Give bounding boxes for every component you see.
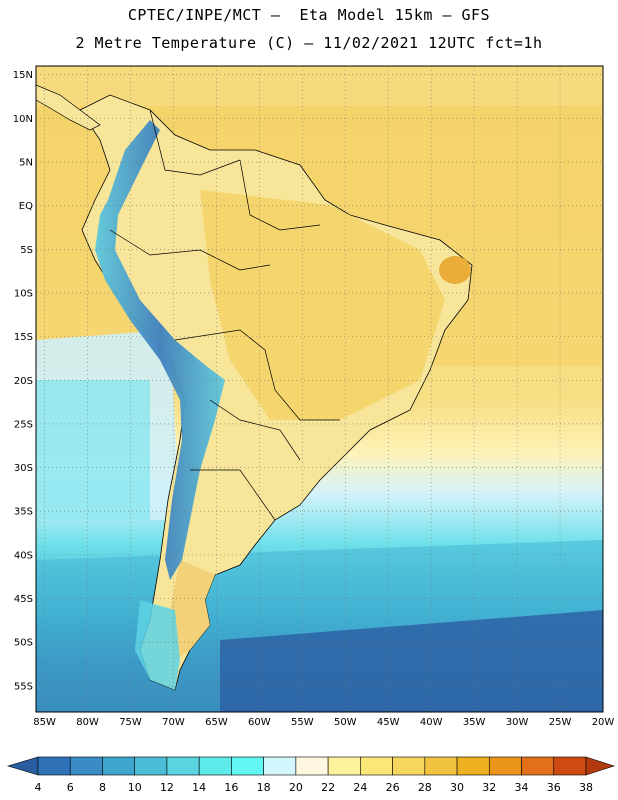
colorbar-swatch	[553, 756, 587, 776]
map-border	[35, 65, 604, 713]
lon-tick-label: 80W	[76, 717, 99, 728]
northeast-brazil-hot	[439, 256, 471, 284]
colorbar-swatch	[424, 756, 458, 776]
colorbar-label: 30	[450, 781, 464, 794]
lat-tick-label: 5N	[19, 158, 33, 169]
colorbar-label: 32	[482, 781, 496, 794]
colorbar-swatch	[134, 756, 168, 776]
country-borders	[109, 109, 340, 521]
lon-tick-label: 35W	[463, 717, 486, 728]
colorbar-swatch	[263, 756, 297, 776]
andes-cold-spine	[95, 120, 225, 580]
map-gridlines	[36, 66, 604, 712]
lon-tick-label: 50W	[334, 717, 357, 728]
colorbar-low-arrow	[6, 756, 39, 776]
lat-tick-label: 10N	[13, 114, 33, 125]
colorbar-label: 20	[289, 781, 303, 794]
colorbar-label: 14	[192, 781, 206, 794]
colorbar-label: 38	[579, 781, 593, 794]
colorbar-label: 26	[386, 781, 400, 794]
colorbar-swatch	[166, 756, 200, 776]
map-frame	[36, 66, 603, 712]
colorbar-label: 36	[547, 781, 561, 794]
lat-tick-label: 50S	[14, 638, 33, 649]
lon-tick-label: 70W	[162, 717, 185, 728]
lat-tick-label: 15S	[14, 332, 33, 343]
colorbar-swatch	[456, 756, 490, 776]
colorbar-label: 8	[99, 781, 106, 794]
colorbar-swatch	[360, 756, 393, 776]
central-america-land	[36, 84, 101, 131]
colorbar	[6, 756, 615, 776]
brazil-interior-warm	[200, 190, 445, 420]
lat-tick-label: 10S	[14, 288, 33, 299]
lat-tick-label: 55S	[14, 681, 33, 692]
colorbar-swatch	[102, 756, 136, 776]
colorbar-label: 18	[257, 781, 271, 794]
lon-tick-label: 75W	[119, 717, 142, 728]
longitude-labels: 85W 80W 75W 70W 65W 60W 55W 50W 45W 40W 35W 30W 25W 2…	[33, 717, 614, 728]
lon-tick-label: 65W	[205, 717, 228, 728]
colorbar-label: 16	[224, 781, 238, 794]
colorbar-label: 34	[515, 781, 529, 794]
lon-tick-label: 25W	[549, 717, 572, 728]
colorbar-label: 24	[353, 781, 367, 794]
lat-tick-label: 40S	[14, 550, 33, 561]
lon-tick-label: 45W	[377, 717, 400, 728]
colorbar-labels: 4 6 8 10 12 14 16 18 20 22 24 26 28 30 32 34 36 38	[35, 781, 594, 794]
latitude-labels: 15N 10N 5N EQ 5S 10S 15S 20S 25S 30S 35S 40S 45S 50S 5…	[13, 70, 33, 692]
colorbar-swatch	[198, 756, 232, 776]
tierra-del-fuego-cold	[135, 600, 180, 690]
colorbar-swatch	[69, 756, 103, 776]
colorbar-label: 12	[160, 781, 174, 794]
southern-ocean-coldest	[220, 610, 603, 712]
lat-tick-label: 30S	[14, 463, 33, 474]
lat-tick-label: 20S	[14, 376, 33, 387]
pacific-cold-band	[36, 380, 150, 520]
colorbar-swatch	[392, 756, 426, 776]
lon-tick-label: 30W	[506, 717, 529, 728]
colorbar-swatch	[327, 756, 361, 776]
colorbar-swatch	[231, 756, 264, 776]
colorbar-label: 6	[67, 781, 74, 794]
chart-title-line2: 2 Metre Temperature (C) – 11/02/2021 12U…	[75, 34, 543, 52]
colorbar-label: 10	[128, 781, 142, 794]
lat-tick-label: EQ	[19, 201, 33, 212]
lon-tick-label: 40W	[420, 717, 443, 728]
colorbar-label: 4	[35, 781, 42, 794]
lat-tick-label: 5S	[20, 245, 33, 256]
lat-tick-label: 25S	[14, 419, 33, 430]
lon-tick-label: 55W	[291, 717, 314, 728]
lon-tick-label: 60W	[248, 717, 271, 728]
lat-tick-label: 35S	[14, 507, 33, 518]
colorbar-swatch	[521, 756, 555, 776]
lon-tick-label: 85W	[33, 717, 56, 728]
colorbar-swatch	[295, 756, 329, 776]
colorbar-label: 22	[321, 781, 335, 794]
colorbar-high-arrow	[585, 756, 615, 776]
lat-tick-label: 15N	[13, 70, 33, 81]
chart-title-line1: CPTEC/INPE/MCT – Eta Model 15km – GFS	[127, 6, 491, 24]
colorbar-label: 28	[418, 781, 432, 794]
patagonia-field	[170, 560, 215, 660]
colorbar-swatch	[37, 756, 71, 776]
lon-tick-label: 20W	[592, 717, 615, 728]
colorbar-swatch	[488, 756, 522, 776]
lat-tick-label: 45S	[14, 594, 33, 605]
